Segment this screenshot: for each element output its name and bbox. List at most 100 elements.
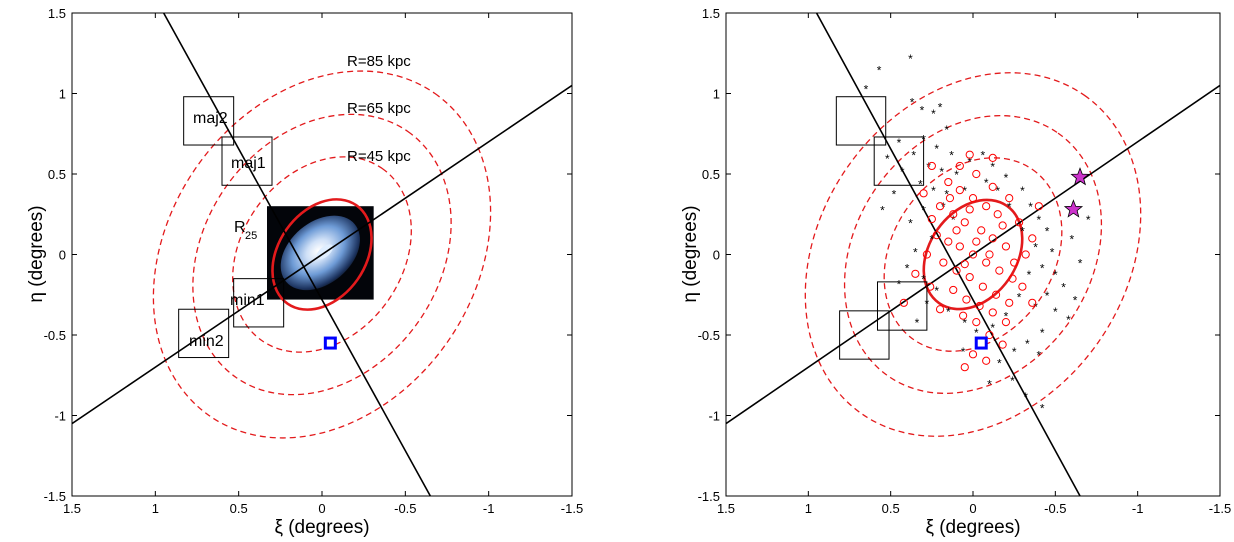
right-plot-area: ***** **** **** * *** **** * * ***** ** **** ******… [726,13,1220,496]
red-circle-point [1028,298,1037,307]
left-plot-area [72,13,572,496]
left-field-box [178,308,230,359]
red-circle-point [1028,234,1037,243]
blue-asterisk-point: * [1053,268,1058,282]
blue-asterisk-point: * [921,273,926,287]
red-circle-point [1021,250,1030,259]
red-circle-point [927,214,936,224]
left-y-axis-label: η (degrees) [26,205,47,302]
red-circle-point [993,210,1002,219]
star-marker [1063,199,1084,218]
red-circle-point [988,234,997,243]
red-circle-point [968,194,978,203]
right-x-tick-label: -1.5 [1209,501,1231,516]
right-x-tick-label: 0 [969,501,976,516]
right-y-tick-label: 0 [713,248,720,263]
label-r25-sub: 25 [245,230,257,242]
blue-asterisk-point: * [911,149,916,163]
red-circle-point [1008,274,1017,283]
blue-asterisk-point: * [1027,268,1032,282]
blue-asterisk-point: * [990,321,995,335]
blue-asterisk-point: * [984,176,989,190]
blue-asterisk-point: * [900,165,905,179]
blue-asterisk-point: * [1045,289,1050,303]
red-circle-point [949,285,958,295]
label-r65: R=65 kpc [347,100,411,117]
red-circle-point [995,266,1004,275]
left-field-box [221,136,273,186]
red-circle-point [960,363,969,372]
right-x-tick-label: 1.5 [717,501,735,516]
right-panel: ***** **** **** * *** **** * * ***** ** **** ******… [680,6,1231,538]
left-x-axis-label: ξ (degrees) [274,517,369,538]
red-circle-point [975,301,984,311]
red-circle-point [988,153,997,162]
blue-asterisk-point: * [915,316,920,330]
right-dashed-ellipse [883,157,1063,352]
left-x-tick-label: -0.5 [394,501,416,516]
blue-asterisk-point: * [944,187,949,201]
blue-asterisk-point: * [920,104,925,118]
red-circle-point [988,182,997,191]
red-circle-point [1001,318,1011,327]
blue-asterisk-point: * [1053,305,1058,319]
blue-asterisk-point: * [1023,390,1028,404]
right-field-box [835,96,887,146]
red-circle-point [959,311,968,320]
label-maj2: maj2 [193,110,228,127]
red-circle-point [955,242,964,251]
blue-asterisk-point: * [1037,213,1042,227]
right-field-box [839,310,890,360]
blue-asterisk-point: * [918,178,923,192]
red-circle-point [982,356,991,365]
left-y-tick-label: -1.5 [44,489,66,504]
label-r85: R=85 kpc [347,53,411,70]
blue-asterisk-point: * [1069,232,1074,246]
red-circle-point [985,250,994,259]
blue-asterisk-point: * [908,52,913,66]
blue-asterisk-point: * [990,160,995,174]
red-circle-point [960,218,969,227]
left-x-tick-label: 1 [152,501,159,516]
blue-asterisk-point: * [997,356,1002,370]
left-field-box [183,96,235,146]
blue-asterisk-point: * [1040,261,1045,275]
left-x-tick-label: -1 [483,501,495,516]
blue-asterisk-point: * [938,100,943,114]
label-min1: min1 [230,292,265,309]
right-x-tick-label: 1 [805,501,812,516]
red-circle-point [935,305,945,314]
blue-asterisk-point: * [974,326,979,340]
left-y-tick-label: -0.5 [44,328,66,343]
right-dashed-ellipse [843,114,1103,395]
blue-asterisk-point: * [897,277,902,291]
red-circle-point [998,340,1007,349]
blue-asterisk-point: * [1004,171,1009,185]
blue-asterisk-point: * [981,149,986,163]
left-x-tick-label: 0 [318,501,325,516]
red-circle-point [955,186,964,195]
right-y-tick-label: -1.5 [698,489,720,504]
blue-asterisk-point: * [910,96,915,110]
left-major-axis-line [162,13,432,496]
red-circle-point [952,266,961,275]
red-circle-point [982,202,991,211]
red-circle-point [1001,242,1011,251]
left-y-tick-label: 0 [59,248,66,263]
blue-asterisk-point: * [1007,200,1012,214]
blue-asterisk-point: * [929,232,934,246]
red-circle-point [972,169,981,179]
right-dashed-ellipse [804,72,1142,437]
red-circle-point [960,260,969,269]
label-min2: min2 [189,333,224,350]
blue-asterisk-point: * [1017,290,1022,304]
left-dashed-ellipse [232,156,412,353]
red-circle-point [952,226,961,235]
blue-asterisk-point: * [1025,337,1030,351]
right-x-tick-label: -1 [1132,501,1144,516]
red-circle-point [968,250,978,259]
blue-asterisk-point: * [1033,300,1038,314]
blue-asterisk-point: * [939,165,944,179]
red-circle-point [985,330,994,340]
